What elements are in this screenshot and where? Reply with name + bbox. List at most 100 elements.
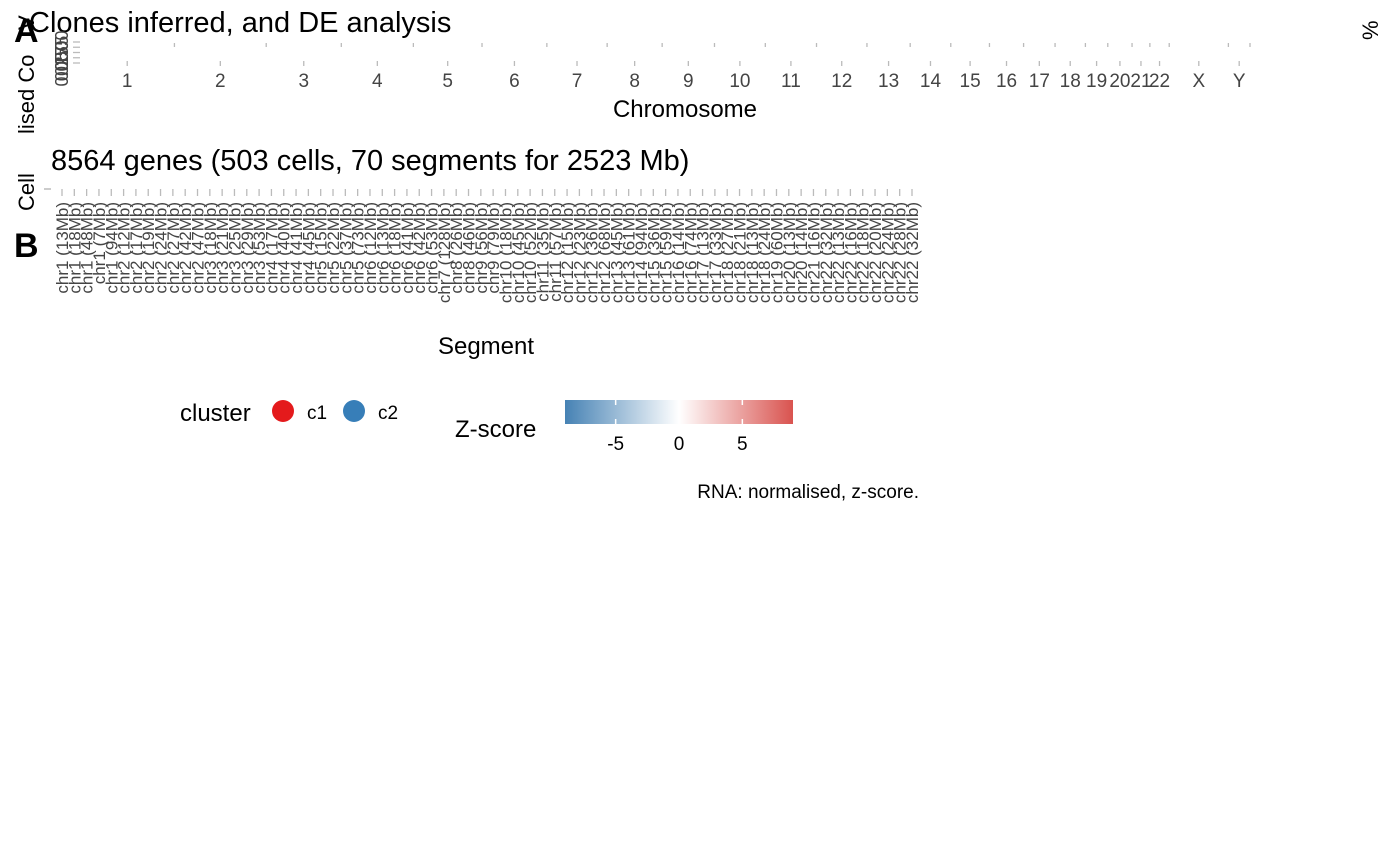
chromosome-tick-label: 3 [298, 71, 309, 92]
chromosome-tick-label: 11 [781, 71, 801, 92]
segment-tick-label: chr3 (29Mb) [238, 202, 257, 294]
segment-tick-label: chr6 (18Mb) [386, 202, 405, 294]
chromosome-tick-label: 14 [920, 71, 942, 92]
segment-tick-label: chr2 (42Mb) [176, 202, 195, 294]
panel-a-label: A [14, 12, 39, 50]
segment-tick-label: chr12 (36Mb) [583, 202, 602, 303]
chromosome-tick-label: 10 [729, 71, 750, 92]
legend-c2-swatch [343, 400, 365, 422]
chromosome-tick-label: X [1192, 71, 1205, 92]
segment-tick-label: chr3 (25Mb) [225, 202, 244, 294]
panel-a-title: Clones inferred, and DE analysis [29, 7, 451, 39]
chromosome-tick-label: 18 [1060, 71, 1081, 92]
segment-tick-label: chr8 (26Mb) [447, 202, 466, 294]
segment-tick-label: chr11 (35Mb) [533, 202, 552, 302]
segment-tick-label: chr14 (94Mb) [632, 202, 651, 303]
chromosome-tick-label: 7 [572, 71, 583, 92]
segment-tick-label: chr2 (27Mb) [164, 202, 183, 294]
segment-tick-label: chr5 (73Mb) [349, 202, 368, 294]
segment-tick-label: chr18 (24Mb) [755, 202, 774, 303]
segment-tick-label: chr22 (24Mb) [878, 202, 897, 303]
chromosome-tick-label: 16 [996, 71, 1017, 92]
legend-c1-label: c1 [307, 403, 327, 424]
segment-tick-label: chr4 (45Mb) [299, 202, 318, 294]
chromosome-tick-label: 4 [372, 71, 383, 92]
segment-tick-label: chr18 (13Mb) [743, 202, 762, 303]
segment-tick-label: chr15 (36Mb) [644, 202, 663, 303]
segment-tick-label: chr22 (32Mb) [903, 202, 922, 303]
segment-tick-label: chr2 (19Mb) [139, 202, 158, 294]
segment-tick-label: chr22 (18Mb) [854, 202, 873, 303]
segment-tick-label: chr15 (59Mb) [657, 202, 676, 303]
panel-a-ylabel-overlap: V [14, 15, 39, 30]
panel-b-title: 8564 genes (503 cells, 70 segments for 2… [51, 145, 689, 177]
segment-tick-label: chr16 (74Mb) [681, 202, 700, 303]
chromosome-tick-label: 1 [122, 71, 133, 92]
segment-tick-label: chr21 (16Mb) [804, 202, 823, 303]
segment-tick-label: chr12 (68Mb) [595, 202, 614, 303]
cluster-legend: cluster c1 c2 [180, 400, 398, 427]
segment-tick-label: chr9 (79Mb) [484, 202, 503, 294]
chromosome-tick-label: 19 [1086, 71, 1107, 92]
segment-tick-label: chr3 (21Mb) [213, 202, 232, 294]
chromosome-tick-label: Y [1233, 71, 1246, 92]
segment-tick-label: chr6 (13Mb) [373, 202, 392, 294]
segment-tick-label: chr6 (42Mb) [410, 202, 429, 294]
segment-tick-label: chr18 (21Mb) [731, 202, 750, 303]
zscore-legend-title: Z-score [455, 416, 536, 443]
chromosome-tick-label: 21 [1130, 71, 1151, 92]
chromosome-tick-label: 6 [509, 71, 520, 92]
segment-tick-label: chr3 (53Mb) [250, 202, 269, 294]
chromosome-tick-label: 12 [831, 71, 852, 92]
zscore-tick-label: -5 [607, 434, 624, 455]
zscore-tick-label: 5 [737, 434, 748, 455]
segment-tick-label: chr18 (27Mb) [718, 202, 737, 303]
segment-tick-label: chr10 (52Mb) [521, 202, 540, 303]
segment-tick-label: chr22 (20Mb) [866, 202, 885, 303]
chromosome-tick-label: 22 [1149, 71, 1170, 92]
legend-c1-swatch [272, 400, 294, 422]
segment-tick-label: chr20 (13Mb) [780, 202, 799, 303]
segment-tick-label: chr6 (12Mb) [361, 202, 380, 294]
segment-tick-label: chr5 (15Mb) [312, 202, 331, 294]
chromosome-tick-label: 13 [878, 71, 899, 92]
panel-a-y-tick-label: 0.75 [52, 36, 72, 71]
segment-tick-label: chr1 (13Mb) [53, 202, 72, 294]
segment-tick-label: chr13 (61Mb) [620, 202, 639, 303]
segment-tick-label: chr1 (7Mb) [90, 202, 109, 284]
chromosome-tick-label: 5 [442, 71, 453, 92]
segment-tick-label: chr2 (17Mb) [127, 202, 146, 294]
chromosome-tick-label: 8 [629, 71, 640, 92]
segment-tick-label: chr1 (48Mb) [78, 202, 97, 294]
segment-tick-label: chr22 (32Mb) [817, 202, 836, 303]
segment-tick-label: chr4 (41Mb) [287, 202, 306, 294]
segment-tick-label: chr20 (14Mb) [792, 202, 811, 303]
panel-a-y-tick-label: 0.00 [52, 51, 72, 86]
segment-tick-label: chr11 (57Mb) [546, 202, 565, 302]
segment-tick-label: chr7 (128Mb) [435, 202, 454, 303]
segment-tick-label: chr16 (14Mb) [669, 202, 688, 303]
zscore-tick-label: 0 [674, 434, 685, 455]
panel-a-y-ticks: 0.000.250.500.751.00 [52, 30, 80, 87]
chromosome-tick-label: 2 [215, 71, 226, 92]
legend-c2-label: c2 [378, 403, 398, 424]
segment-tick-label: chr10 (18Mb) [496, 202, 515, 303]
segment-tick-label: chr5 (37Mb) [336, 202, 355, 294]
segment-tick-label: chr5 (22Mb) [324, 202, 343, 294]
panel-a-y-tick-label: 0.50 [52, 41, 72, 76]
segment-tick-label: chr19 (60Mb) [767, 202, 786, 303]
segment-tick-label: chr9 (56Mb) [472, 202, 491, 294]
panel-b-ylabel: Cell [14, 173, 39, 211]
panel-a: A Clones inferred, and DE analysis % lis… [14, 7, 1383, 134]
panel-a-xlabel: Chromosome [613, 96, 757, 123]
segment-tick-label: chr2 (12Mb) [115, 202, 134, 294]
panel-a-y-tick-label: 0.25 [52, 46, 72, 81]
segment-tick-label: chr8 (46Mb) [460, 202, 479, 294]
segment-tick-label: chr4 (17Mb) [262, 202, 281, 294]
segment-tick-label: chr1 (18Mb) [65, 202, 84, 294]
segment-tick-label: chr6 (53Mb) [423, 202, 442, 294]
segment-tick-label: chr22 (28Mb) [891, 202, 910, 303]
segment-tick-label: chr17 (33Mb) [706, 202, 725, 303]
